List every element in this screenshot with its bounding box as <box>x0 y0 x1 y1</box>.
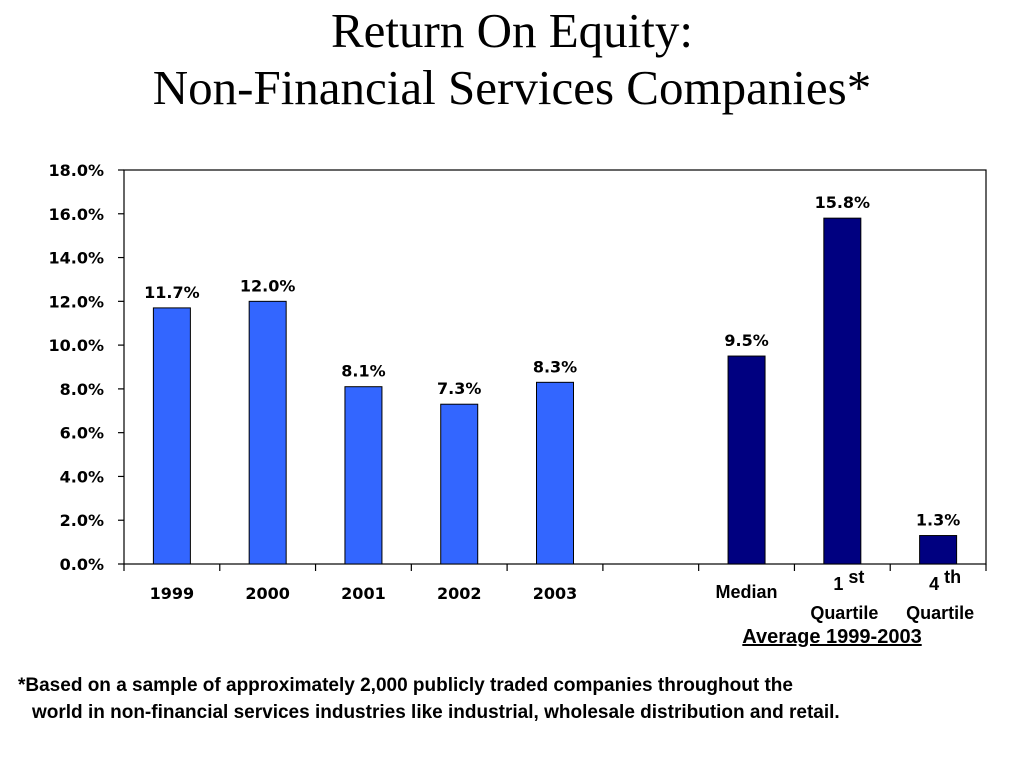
footnote-line-2: world in non-financial services industri… <box>32 702 840 723</box>
bar <box>248 300 287 565</box>
bar <box>727 355 766 565</box>
y-tick-label: 6.0% <box>60 424 104 443</box>
y-tick-label: 0.0% <box>60 555 104 574</box>
x-category-label-number: 4 <box>929 574 939 594</box>
chart-title: Return On Equity: Non-Financial Services… <box>0 2 1024 116</box>
y-tick-label: 18.0% <box>48 161 104 180</box>
x-category-label: 2003 <box>533 584 578 603</box>
bar <box>344 386 383 565</box>
x-category-label: 2002 <box>437 584 482 603</box>
bar-chart: 0.0% 2.0% 4.0% 6.0% 8.0% 10.0% 12.0% 14.0% 16.0%… <box>48 161 987 623</box>
bar <box>919 535 958 565</box>
y-tick-label: 16.0% <box>48 205 104 224</box>
x-category-label-number: 1 <box>833 574 843 594</box>
data-label: 1.3% <box>916 511 960 530</box>
footnote-line-1: *Based on a sample of approximately 2,00… <box>18 675 793 696</box>
y-tick-label: 14.0% <box>48 249 104 268</box>
x-category-label: 1999 <box>150 584 195 603</box>
data-label: 8.1% <box>341 362 385 381</box>
y-tick-label: 4.0% <box>60 467 104 486</box>
data-label: 8.3% <box>533 357 577 376</box>
data-label: 15.8% <box>815 193 871 212</box>
x-category-label-quartile: Quartile <box>810 603 878 623</box>
y-tick-label: 10.0% <box>48 336 104 355</box>
x-category-label-suffix: th <box>944 567 961 587</box>
data-label: 11.7% <box>144 283 200 302</box>
x-category-label-suffix: st <box>848 567 864 587</box>
y-tick-label: 12.0% <box>48 292 104 311</box>
bar <box>823 217 862 565</box>
x-category-label: 2000 <box>245 584 290 603</box>
footnote: *Based on a sample of approximately 2,00… <box>18 672 1018 726</box>
x-category-label: 2001 <box>341 584 386 603</box>
y-tick-label: 8.0% <box>60 380 104 399</box>
bar <box>536 381 574 565</box>
title-line-1: Return On Equity: <box>330 3 694 58</box>
bar <box>440 403 479 565</box>
bar <box>152 307 191 565</box>
data-label: 12.0% <box>240 276 296 295</box>
x-category-label: Median <box>716 582 778 602</box>
x-category-label-quartile: Quartile <box>906 603 974 623</box>
data-label: 9.5% <box>724 331 768 350</box>
title-line-2: Non-Financial Services Companies* <box>152 60 872 115</box>
y-tick-label: 2.0% <box>60 511 104 530</box>
data-label: 7.3% <box>437 379 481 398</box>
summary-group-caption: Average 1999-2003 <box>742 626 922 648</box>
